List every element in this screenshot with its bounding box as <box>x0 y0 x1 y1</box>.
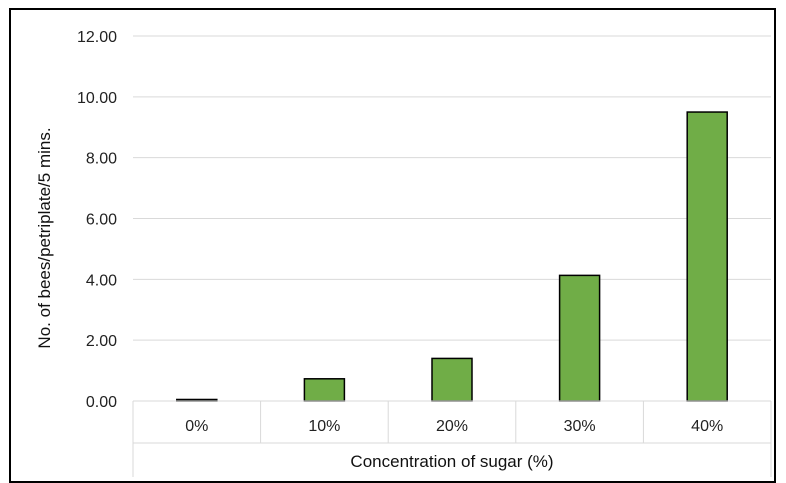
category-separators <box>132 400 772 477</box>
y-tick-label: 0.00 <box>86 394 117 411</box>
x-tick-label: 10% <box>308 418 340 435</box>
y-axis-title: No. of bees/petriplate/5 mins. <box>35 127 54 348</box>
y-tick-label: 2.00 <box>86 333 117 350</box>
x-tick-label: 0% <box>185 418 208 435</box>
bar-10pct <box>303 378 346 402</box>
chart-frame <box>9 8 776 483</box>
x-tick-label: 30% <box>564 418 596 435</box>
bar-40pct <box>686 111 728 402</box>
y-tick-label: 4.00 <box>86 272 117 289</box>
bar-30pct <box>558 274 601 402</box>
bar-20pct <box>431 357 473 402</box>
bars <box>176 111 728 402</box>
y-tick-label: 8.00 <box>86 151 117 168</box>
x-tick-label: 20% <box>436 418 468 435</box>
y-tick-label: 10.00 <box>77 90 117 107</box>
y-tick-label: 6.00 <box>86 212 117 229</box>
y-tick-label: 12.00 <box>77 29 117 46</box>
y-axis-ticks: 0.00 2.00 4.00 6.00 8.00 10.00 12.00 <box>77 29 117 411</box>
x-tick-label: 40% <box>691 418 723 435</box>
x-axis-title: Concentration of sugar (%) <box>350 452 553 471</box>
x-axis-ticks: 0% 10% 20% 30% 40% <box>185 418 723 435</box>
grid-lines <box>133 35 771 402</box>
